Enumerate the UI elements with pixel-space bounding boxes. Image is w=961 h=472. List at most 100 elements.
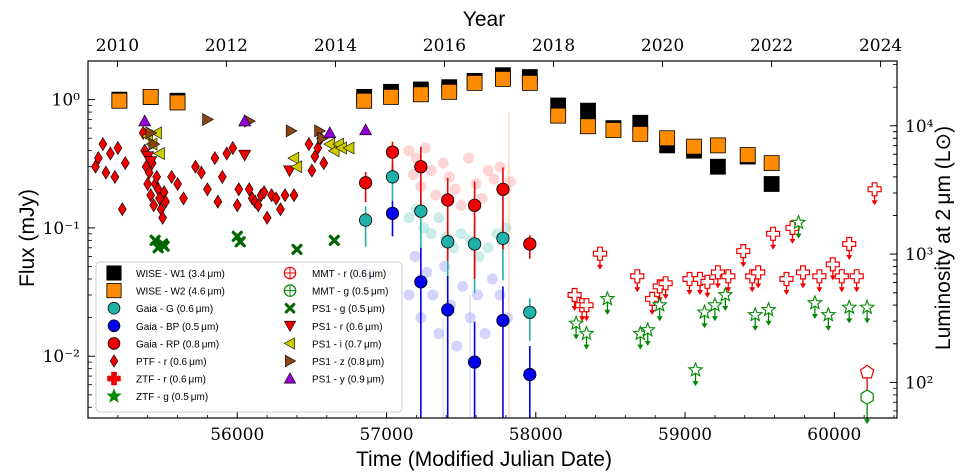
ptf-r-point <box>101 165 111 180</box>
ptf-r-point <box>289 188 299 203</box>
ztf-r-point <box>812 269 827 293</box>
legend-marker <box>109 354 119 368</box>
ps1-g-point <box>291 243 303 256</box>
ps1-z-point <box>145 126 158 140</box>
ptf-r-point <box>106 146 115 161</box>
ps1-y-point <box>138 114 152 127</box>
ztf-r-point <box>751 265 766 289</box>
ptf-r-point <box>152 169 162 184</box>
ptf-r-point <box>149 198 159 213</box>
right-tick-label: 10³ <box>905 245 933 265</box>
legend-marker <box>106 388 122 403</box>
faint-point <box>433 328 445 340</box>
ztf-r-point <box>842 236 857 260</box>
ztf-r-point <box>700 274 715 298</box>
legend-label: WISE - W2 (4.6 μm) <box>136 287 225 298</box>
ztf-r-point <box>692 271 708 295</box>
ztf-r-point <box>630 269 645 293</box>
wise-w2-point <box>383 89 399 105</box>
faint-point <box>482 242 494 254</box>
legend-label: Gaia - BP (0.5 μm) <box>136 322 219 333</box>
ztf-g-point <box>651 296 668 322</box>
legend-label: ZTF - r (0.6 μm) <box>136 375 206 386</box>
legend-box <box>95 261 403 413</box>
gaia-g-point <box>496 231 510 245</box>
right-tick-label: 10⁴ <box>905 117 934 137</box>
top-tick-label: 2018 <box>532 36 575 56</box>
wise-w2-point <box>709 137 726 154</box>
ptf-r-point <box>313 140 323 156</box>
wise-w2-point <box>521 75 538 91</box>
gaia-bp-point <box>496 313 510 328</box>
wise-w2-point <box>142 89 159 105</box>
faint-point <box>473 250 485 262</box>
ps1-g-point <box>158 240 170 252</box>
ps1-i-point <box>290 160 303 174</box>
wise-w2-point <box>739 147 756 163</box>
x-tick-label: 60000 <box>807 425 861 445</box>
ptf-r-point <box>307 163 317 178</box>
ztf-g-point <box>639 321 656 346</box>
wise-w2-point <box>550 107 567 124</box>
gaia-rp-point <box>523 237 537 251</box>
mmt-g-point <box>860 389 874 425</box>
gaia-g-point <box>523 305 537 319</box>
legend-label: PS1 - r (0.6 μm) <box>312 322 383 333</box>
legend-label: PS1 - i (0.7 μm) <box>312 339 381 350</box>
legend-marker <box>283 337 295 350</box>
faint-point <box>443 171 455 183</box>
ps1-g-point <box>231 230 243 242</box>
ztf-g-point <box>790 214 807 239</box>
wise-w2-point <box>441 83 458 100</box>
wise-w2-point <box>495 71 511 87</box>
legend-label: ZTF - g (0.5 μm) <box>136 392 208 403</box>
faint-point <box>449 183 461 195</box>
x-tick-label: 58000 <box>509 425 563 445</box>
faint-point <box>504 176 516 188</box>
ztf-r-point <box>592 246 608 270</box>
ptf-r-point <box>304 137 314 152</box>
legend-marker <box>283 266 297 280</box>
gaia-g-point <box>385 170 400 184</box>
faint-point <box>430 189 442 201</box>
ztf-g-point <box>806 294 824 319</box>
faint-point <box>433 212 445 224</box>
ps1-i-point <box>342 141 355 155</box>
ztf-r-point <box>658 276 673 300</box>
x-tick-label: 57000 <box>359 425 413 445</box>
ptf-r-point <box>94 151 103 166</box>
y-tick-label: 10⁰ <box>52 91 81 111</box>
ptf-r-point <box>120 156 130 171</box>
top-tick-label: 2020 <box>641 36 684 56</box>
top-tick-label: 2024 <box>859 36 902 56</box>
legend-marker <box>285 354 297 368</box>
ps1-g-point <box>234 236 246 248</box>
right-axis-title: Luminosity at 2 μm (L⊙) <box>932 126 955 350</box>
gaia-rp-point <box>441 193 455 207</box>
faint-point <box>427 289 439 301</box>
top-axis-title: Year <box>463 8 505 31</box>
legend-marker <box>107 371 121 386</box>
faint-point <box>407 169 419 181</box>
ztf-g-point <box>841 298 858 324</box>
top-tick-label: 2014 <box>314 36 357 56</box>
gaia-bp-point <box>414 275 428 289</box>
legend-label: PTF - r (0.6 μm) <box>136 357 207 368</box>
ps1-z-point <box>285 124 298 138</box>
faint-point <box>464 312 476 324</box>
faint-point <box>482 165 494 177</box>
legend-marker <box>283 372 297 384</box>
wise-w2-point <box>763 155 780 172</box>
legend-marker <box>107 337 121 350</box>
gaia-g-point <box>441 235 455 249</box>
wise-w2-point <box>580 118 596 135</box>
faint-point <box>403 145 415 157</box>
ptf-r-point <box>213 194 223 209</box>
faint-point <box>488 173 500 185</box>
ztf-g-point <box>717 286 734 311</box>
ptf-r-point <box>197 165 206 180</box>
ptf-r-point <box>167 169 176 184</box>
legend-label: PS1 - y (0.9 μm) <box>312 375 384 386</box>
ptf-r-point <box>319 156 329 171</box>
